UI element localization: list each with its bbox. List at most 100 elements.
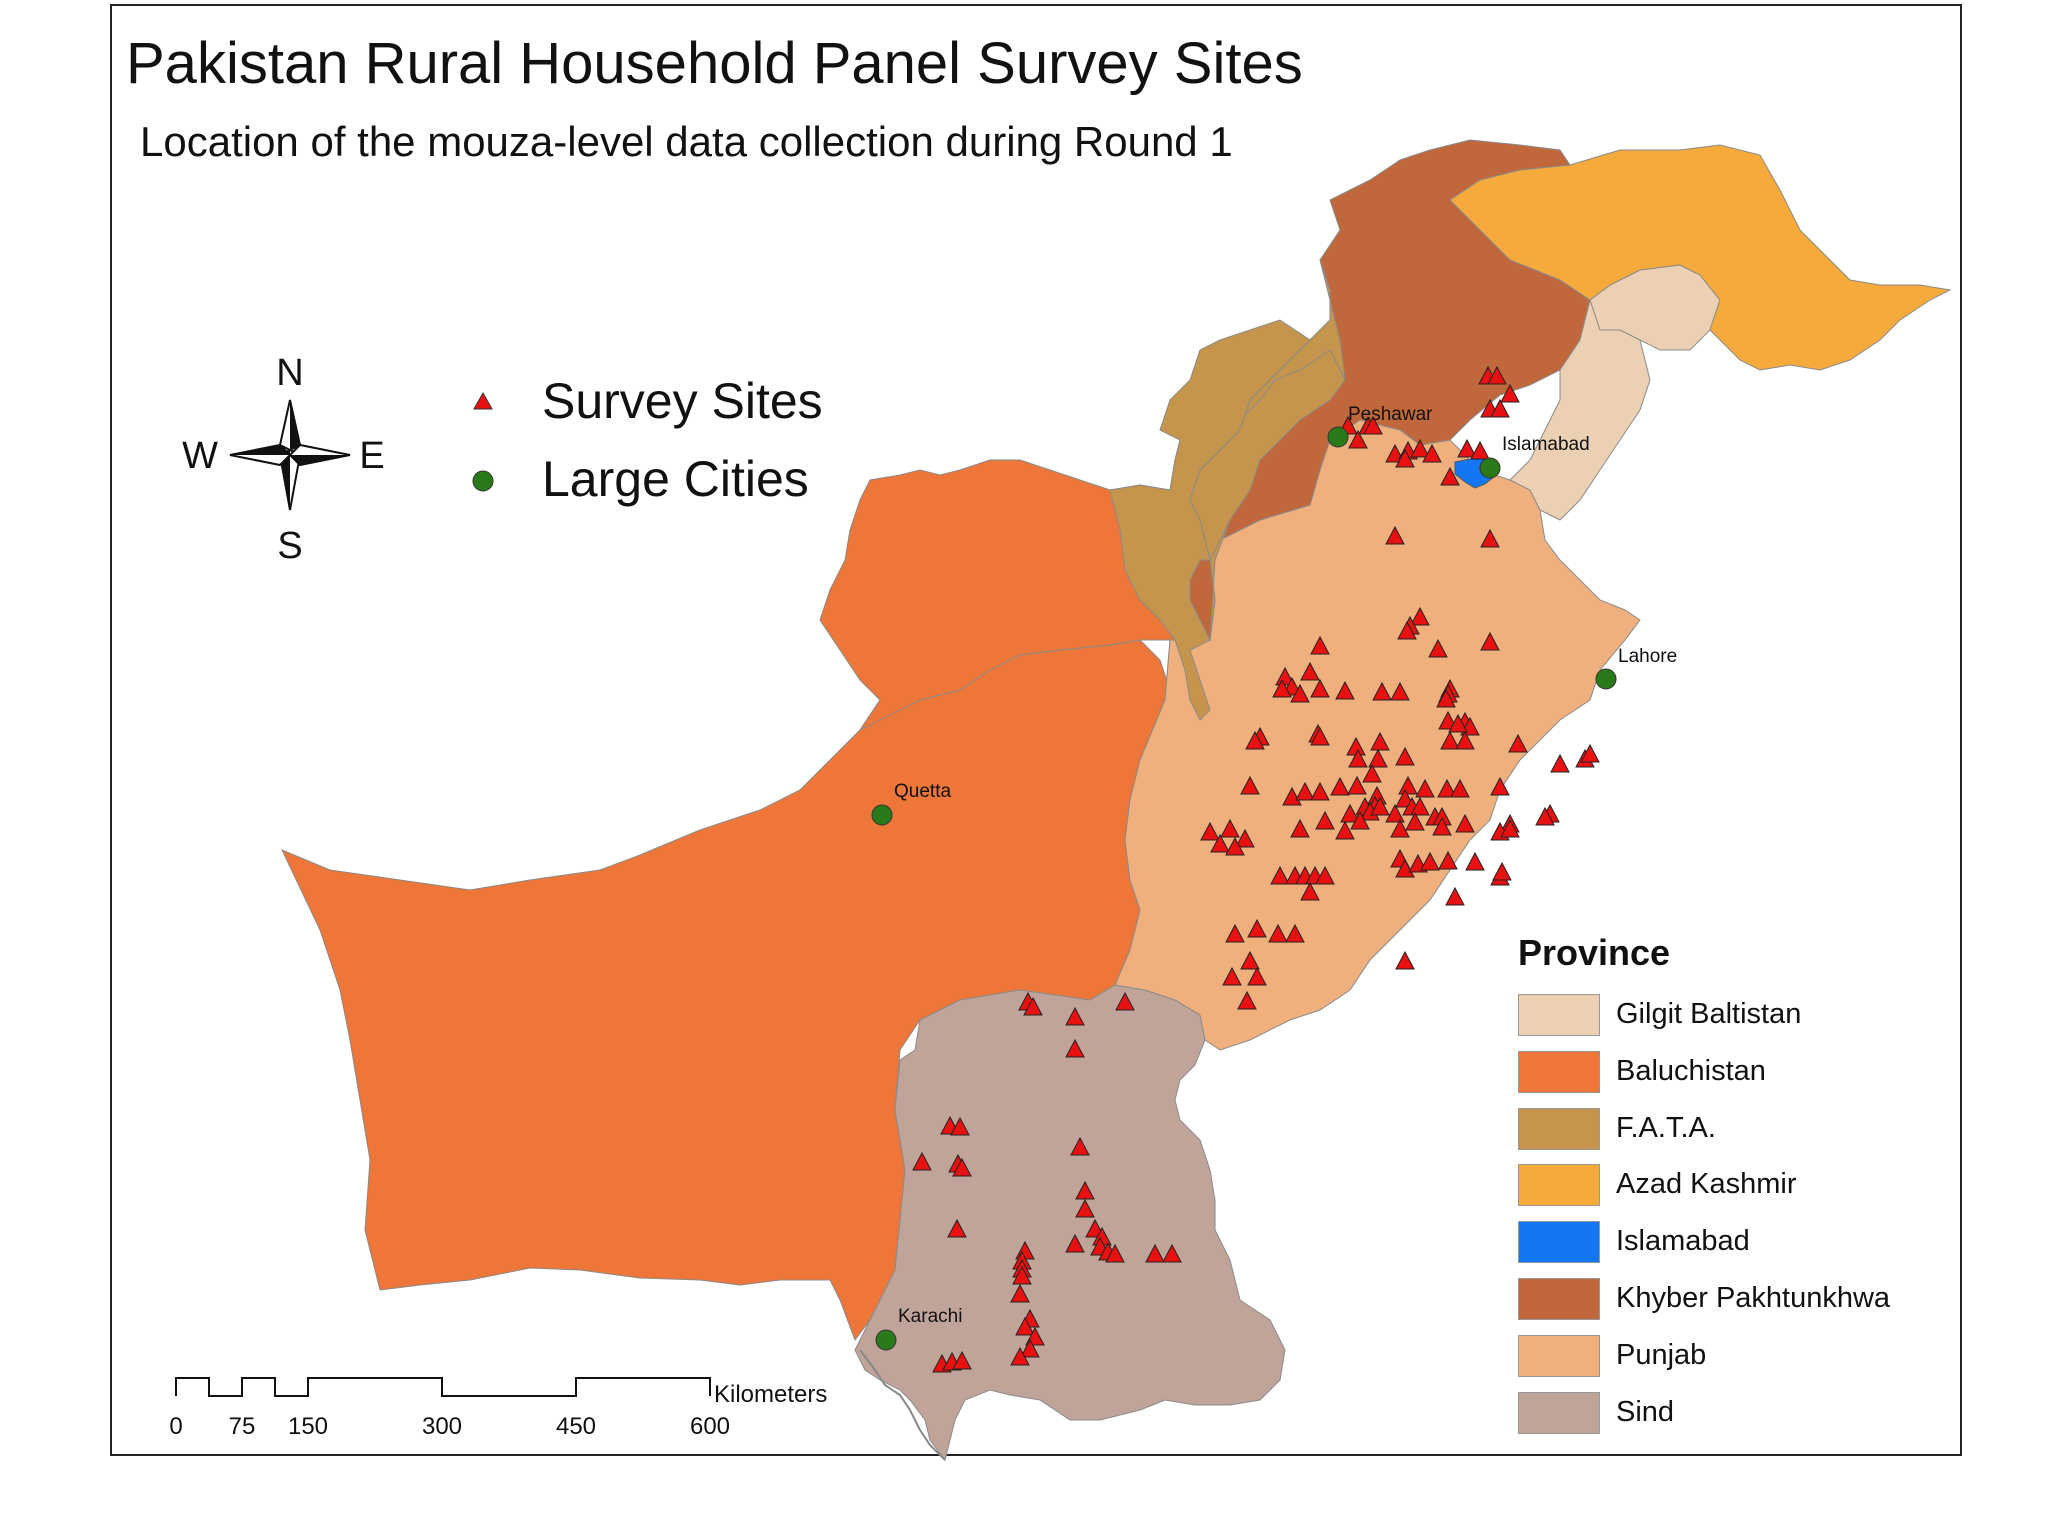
survey-site-marker [1428, 638, 1448, 658]
survey-site-marker [1410, 438, 1430, 458]
survey-site-marker [1245, 730, 1265, 750]
survey-site-marker [1290, 818, 1310, 838]
scale-unit: Kilometers [714, 1381, 827, 1408]
province-label: Islamabad [1616, 1225, 1750, 1257]
survey-site-marker [1315, 810, 1335, 830]
map-subtitle: Location of the mouza-level data collect… [140, 118, 1233, 165]
survey-site-marker [1490, 398, 1510, 418]
survey-site-marker [1440, 730, 1460, 750]
survey-site-marker [1410, 796, 1430, 816]
survey-site-marker [1240, 775, 1260, 795]
survey-site-marker [1500, 383, 1520, 403]
survey-site-marker [1290, 683, 1310, 703]
province-swatch [1518, 1221, 1600, 1263]
survey-site-marker [952, 1350, 972, 1370]
compass-n: N [276, 352, 303, 394]
survey-site-marker [1465, 851, 1485, 871]
compass-e: E [359, 435, 384, 477]
survey-site-marker [1457, 438, 1477, 458]
scale-tick-label: 150 [288, 1413, 328, 1440]
survey-site-marker [1445, 886, 1465, 906]
survey-site-marker [1370, 731, 1390, 751]
province-swatch [1518, 1108, 1600, 1150]
survey-site-marker [1330, 776, 1350, 796]
survey-site-marker [1247, 966, 1267, 986]
survey-site-marker [1438, 850, 1458, 870]
survey-site-marker [1385, 525, 1405, 545]
survey-site-marker [1235, 828, 1255, 848]
survey-site-marker [1385, 803, 1405, 823]
legend-large-cities: Large Cities [542, 451, 809, 507]
survey-site-marker [1225, 836, 1245, 856]
survey-site-marker [1340, 803, 1360, 823]
scale-tick-label: 300 [422, 1413, 462, 1440]
province-swatch [1518, 1335, 1600, 1377]
survey-site-marker [1415, 778, 1435, 798]
compass-s: S [277, 525, 302, 567]
city-label: Quetta [894, 781, 951, 802]
survey-site-marker [1550, 753, 1570, 773]
city-marker [1327, 426, 1349, 448]
city-label: Peshawar [1348, 404, 1433, 425]
survey-site-marker [950, 1116, 970, 1136]
map-title: Pakistan Rural Household Panel Survey Si… [126, 31, 1303, 96]
province-azad-kashmir [1449, 144, 1952, 371]
survey-site-marker [1272, 678, 1292, 698]
province-legend-item: Baluchistan [1518, 1051, 1938, 1095]
city-marker [1479, 457, 1501, 479]
city-label: Karachi [898, 1306, 962, 1327]
province-swatch [1518, 1278, 1600, 1320]
survey-site-marker [1310, 635, 1330, 655]
survey-site-marker [1420, 851, 1440, 871]
survey-site-marker [1240, 950, 1260, 970]
survey-site-marker [1200, 821, 1220, 841]
survey-site-marker [1335, 680, 1355, 700]
survey-site-marker [1237, 990, 1257, 1010]
city-label: Islamabad [1502, 434, 1590, 455]
survey-site-marker [1065, 1006, 1085, 1026]
survey-site-marker [1490, 776, 1510, 796]
survey-site-marker [1105, 1243, 1125, 1263]
survey-site-marker [1405, 811, 1425, 831]
survey-site-marker [1395, 950, 1415, 970]
scale-bar [175, 1377, 711, 1397]
survey-sites-layer [912, 365, 1600, 1373]
survey-site-marker [1397, 620, 1417, 640]
survey-site-marker [1310, 678, 1330, 698]
city-marker [1595, 668, 1617, 690]
survey-site-marker [1023, 996, 1043, 1016]
province-label: Azad Kashmir [1616, 1168, 1797, 1200]
survey-site-marker [1145, 1243, 1165, 1263]
survey-site-marker [1010, 1283, 1030, 1303]
survey-site-marker [1347, 775, 1367, 795]
compass-rose: N S E W [182, 352, 385, 567]
survey-site-marker [1225, 923, 1245, 943]
survey-site-marker [1310, 726, 1330, 746]
province-baluchistan-north [819, 459, 1216, 732]
compass-w: W [182, 435, 218, 477]
province-label: Sind [1616, 1396, 1675, 1428]
survey-site-marker [1222, 966, 1242, 986]
survey-site-marker [1455, 730, 1475, 750]
survey-site-marker [1162, 1243, 1182, 1263]
survey-site-marker [1508, 733, 1528, 753]
survey-site-marker [1070, 1136, 1090, 1156]
province-label: Baluchistan [1616, 1055, 1766, 1087]
province-legend-item: Sind [1518, 1392, 1938, 1436]
survey-site-marker [1480, 631, 1500, 651]
survey-site-marker [952, 1157, 972, 1177]
province-legend-item: F.A.T.A. [1518, 1108, 1938, 1152]
province-label: F.A.T.A. [1616, 1112, 1716, 1144]
coastline-detail [859, 1349, 946, 1461]
survey-site-marker [1432, 816, 1452, 836]
survey-site-marker [1065, 1038, 1085, 1058]
legend-circle-icon [472, 470, 494, 492]
survey-site-marker [1300, 661, 1320, 681]
survey-site-marker [1470, 440, 1490, 460]
scale-tick-label: 600 [690, 1413, 730, 1440]
city-label: Lahore [1618, 646, 1677, 667]
survey-site-marker [1580, 743, 1600, 763]
scale-tick-label: 0 [169, 1413, 182, 1440]
survey-site-marker [1282, 786, 1302, 806]
